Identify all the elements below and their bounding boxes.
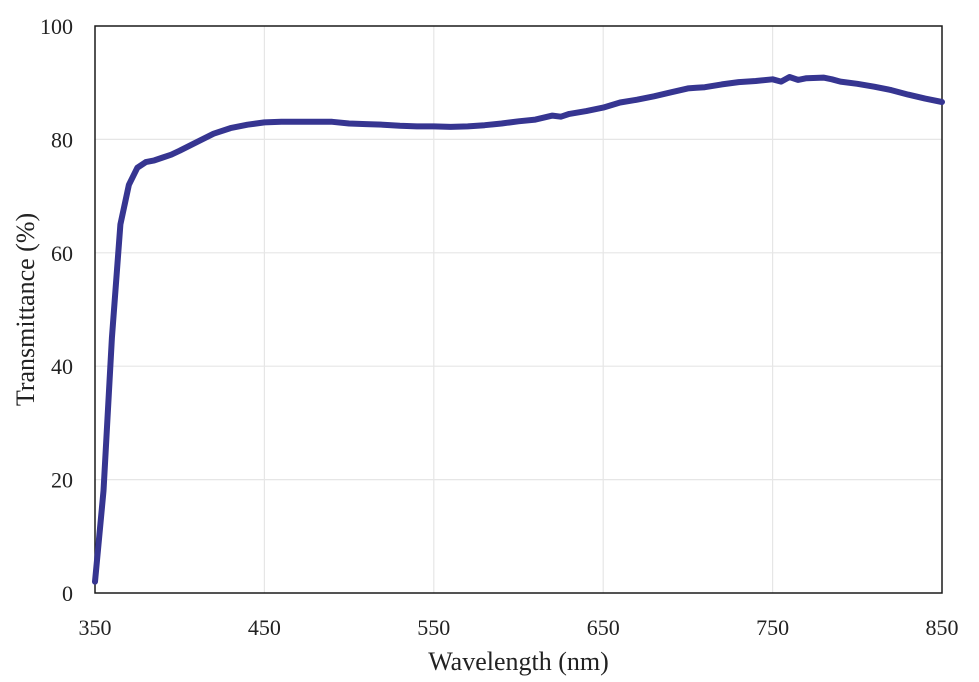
y-tick-labels: 0 20 40 60 80 100	[40, 14, 73, 606]
transmittance-line	[92, 74, 945, 585]
x-tick-label: 450	[248, 615, 281, 640]
y-tick-label: 40	[51, 354, 73, 379]
x-axis-title: Wavelength (nm)	[428, 647, 609, 676]
x-tick-label: 350	[79, 615, 112, 640]
y-tick-label: 100	[40, 14, 73, 39]
series-group	[92, 74, 945, 585]
x-tick-label: 750	[756, 615, 789, 640]
y-tick-label: 20	[51, 468, 73, 493]
y-tick-label: 80	[51, 127, 73, 152]
y-tick-label: 0	[62, 581, 73, 606]
plot-frame	[94, 25, 943, 594]
gridlines	[95, 26, 942, 593]
y-axis-title: Transmittance (%)	[11, 213, 40, 406]
x-tick-labels: 350 450 550 650 750 850	[79, 615, 959, 640]
x-tick-label: 550	[417, 615, 450, 640]
y-tick-label: 60	[51, 241, 73, 266]
x-tick-label: 850	[926, 615, 959, 640]
x-tick-label: 650	[587, 615, 620, 640]
